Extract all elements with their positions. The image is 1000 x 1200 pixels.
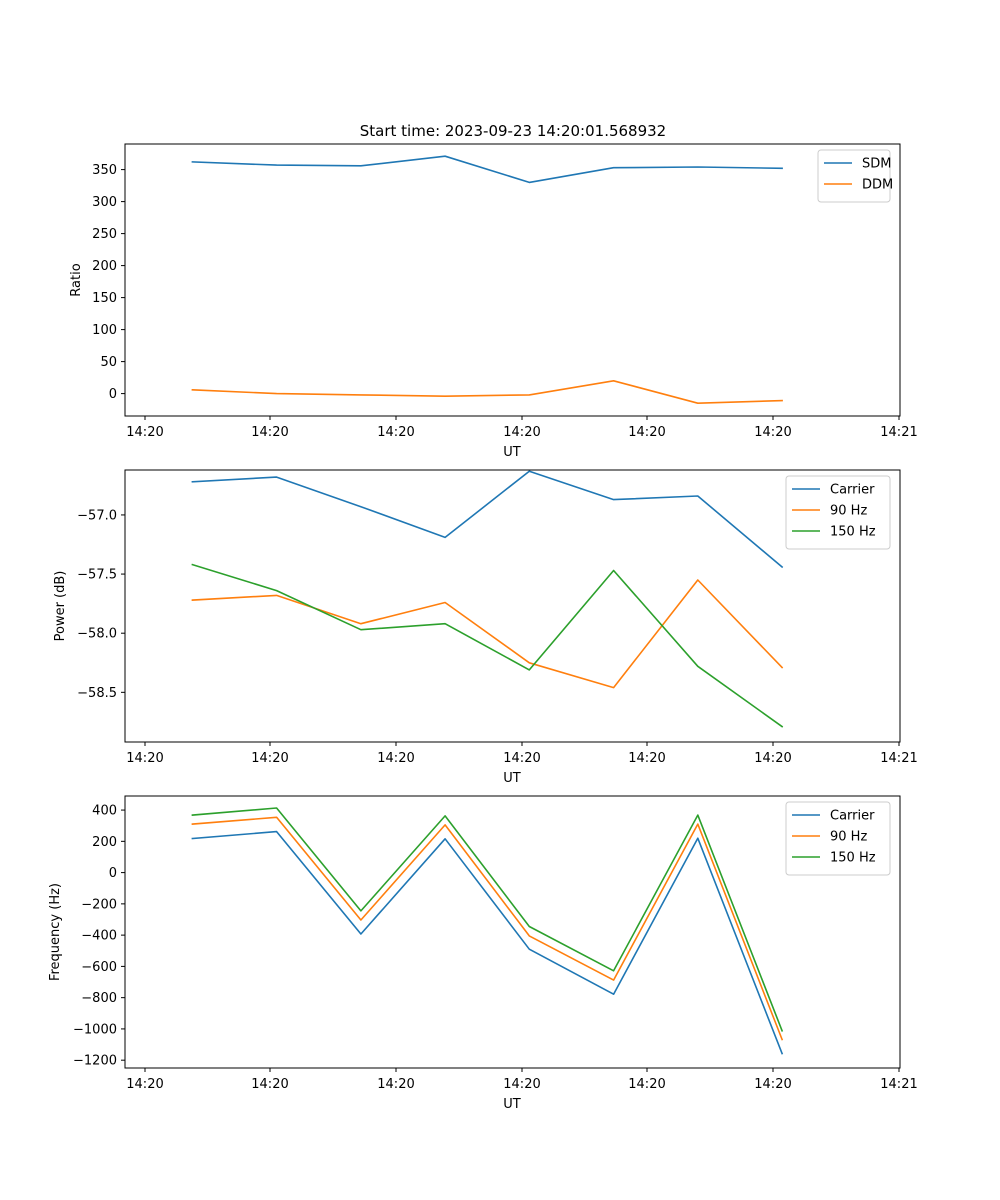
frequency-y-tick-label: 400 xyxy=(92,804,117,819)
power-series-line-150-hz xyxy=(191,563,784,728)
ratio-x-tick-label: 14:20 xyxy=(377,425,414,440)
ratio-x-tick-label: 14:20 xyxy=(628,425,665,440)
frequency-legend: Carrier 90 Hz 150 Hz xyxy=(785,801,891,876)
power-y-tick-label: −58.5 xyxy=(77,686,117,701)
frequency-series-line-90-hz xyxy=(191,816,784,1041)
ratio-series-line-ddm xyxy=(191,379,783,405)
frequency-legend-label: Carrier xyxy=(830,809,875,824)
power-y-axis-label: Power (dB) xyxy=(53,571,68,642)
ratio-y-tick-label: 200 xyxy=(92,259,117,274)
ratio-x-tick-label: 14:20 xyxy=(754,425,791,440)
ratio-x-axis-label: UT xyxy=(503,445,521,460)
frequency-x-tick-label: 14:20 xyxy=(377,1077,414,1092)
subplot-frequency: 14:20 14:20 14:20 14:20 14:20 14:20 14:21 −1200… xyxy=(48,795,918,1112)
ratio-y-axis-label: Ratio xyxy=(69,263,84,296)
subplot-ratio: 14:20 14:20 14:20 14:20 14:20 14:20 14:21 0 50 10… xyxy=(69,143,918,460)
ratio-axes-frame xyxy=(124,143,901,417)
frequency-x-tick-label: 14:20 xyxy=(628,1077,665,1092)
power-series-line-90-hz xyxy=(191,579,784,689)
frequency-y-tick-label: 200 xyxy=(92,835,117,850)
power-x-tick-label: 14:20 xyxy=(628,751,665,766)
power-x-tick-label: 14:21 xyxy=(880,751,917,766)
frequency-x-tick-label: 14:20 xyxy=(503,1077,540,1092)
power-x-tick-label: 14:20 xyxy=(251,751,288,766)
power-y-tick-label: −58.0 xyxy=(77,627,117,642)
ratio-x-tick-label: 14:20 xyxy=(251,425,288,440)
ratio-x-tick-label: 14:20 xyxy=(126,425,163,440)
power-series-line-carrier xyxy=(191,470,784,569)
frequency-legend-label: 150 Hz xyxy=(830,851,876,866)
frequency-y-tick-label: −1200 xyxy=(73,1054,117,1069)
power-legend-label: 150 Hz xyxy=(830,525,876,540)
ratio-y-tick-label: 0 xyxy=(109,387,117,402)
ratio-y-tick-label: 150 xyxy=(92,291,117,306)
power-y-tick-label: −57.0 xyxy=(77,508,117,523)
frequency-y-tick-label: 0 xyxy=(109,866,117,881)
frequency-legend-label: 90 Hz xyxy=(830,830,867,845)
power-x-tick-label: 14:20 xyxy=(503,751,540,766)
power-legend: Carrier 90 Hz 150 Hz xyxy=(785,475,891,550)
frequency-series-line-carrier xyxy=(191,830,784,1055)
power-x-tick-label: 14:20 xyxy=(754,751,791,766)
ratio-legend-label: SDM xyxy=(862,157,891,172)
frequency-series-line-150-hz xyxy=(191,807,784,1032)
ratio-x-tick-label: 14:21 xyxy=(880,425,917,440)
power-x-axis-label: UT xyxy=(503,771,521,786)
ratio-y-tick-label: 250 xyxy=(92,227,117,242)
frequency-y-tick-label: −1000 xyxy=(73,1022,117,1037)
frequency-y-tick-label: −600 xyxy=(81,960,117,975)
ratio-y-tick-label: 100 xyxy=(92,323,117,338)
frequency-x-axis-label: UT xyxy=(503,1097,521,1112)
power-y-tick-label: −57.5 xyxy=(77,568,117,583)
ratio-series-line-sdm xyxy=(191,155,783,184)
ratio-y-tick-label: 50 xyxy=(100,355,117,370)
ratio-y-tick-label: 350 xyxy=(92,163,117,178)
frequency-x-tick-label: 14:20 xyxy=(754,1077,791,1092)
ratio-legend-label: DDM xyxy=(862,178,893,193)
figure-title: Start time: 2023-09-23 14:20:01.568932 xyxy=(360,122,666,140)
frequency-y-axis-label: Frequency (Hz) xyxy=(48,883,63,981)
ratio-legend: SDM DDM xyxy=(817,149,893,203)
frequency-x-tick-label: 14:20 xyxy=(126,1077,163,1092)
power-legend-label: Carrier xyxy=(830,483,875,498)
frequency-y-tick-label: −800 xyxy=(81,991,117,1006)
power-axes-frame xyxy=(124,469,901,743)
ratio-y-tick-label: 300 xyxy=(92,195,117,210)
frequency-y-tick-label: −400 xyxy=(81,929,117,944)
frequency-y-tick-label: −200 xyxy=(81,897,117,912)
power-x-tick-label: 14:20 xyxy=(377,751,414,766)
frequency-axes-frame xyxy=(124,795,901,1069)
power-x-tick-label: 14:20 xyxy=(126,751,163,766)
power-legend-label: 90 Hz xyxy=(830,504,867,519)
frequency-x-tick-label: 14:21 xyxy=(880,1077,917,1092)
frequency-x-tick-label: 14:20 xyxy=(251,1077,288,1092)
subplot-power: 14:20 14:20 14:20 14:20 14:20 14:20 14:21 −58.5… xyxy=(53,469,918,786)
ratio-x-tick-label: 14:20 xyxy=(503,425,540,440)
